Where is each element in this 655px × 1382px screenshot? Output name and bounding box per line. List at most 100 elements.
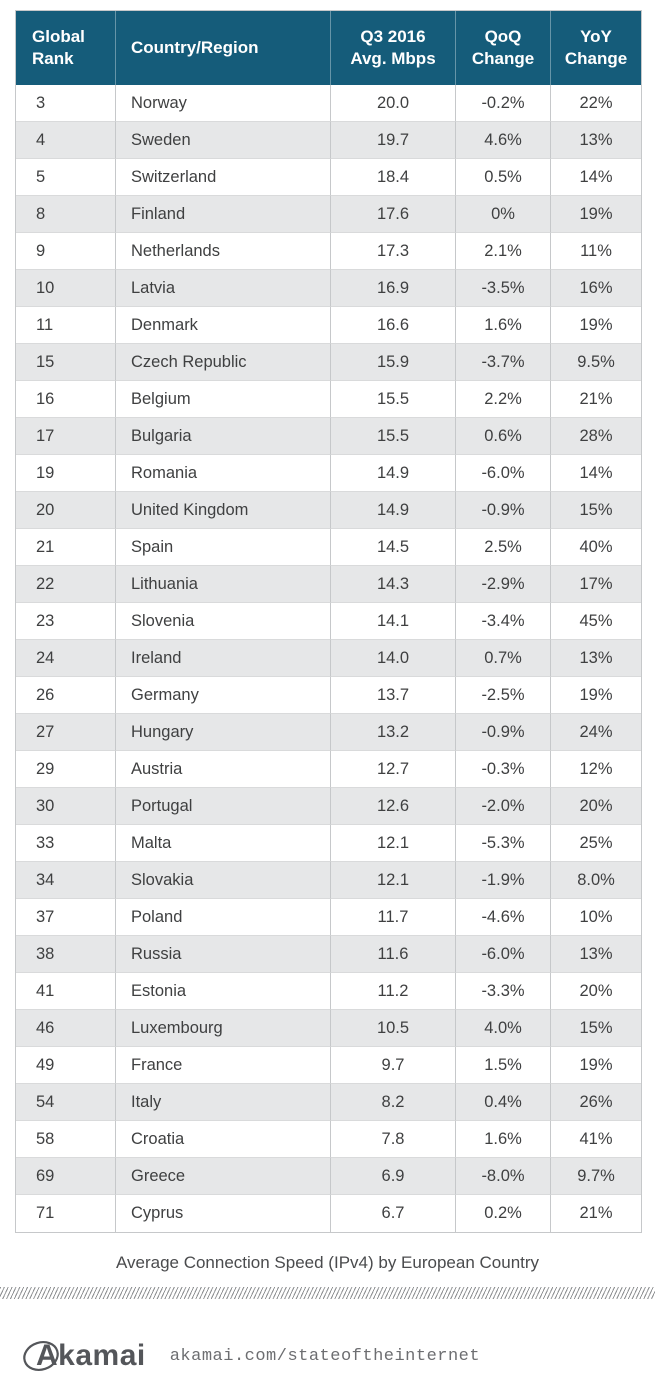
header-qoq-change: QoQ Change <box>456 11 551 85</box>
yoy-cell: 10% <box>551 899 641 936</box>
country-cell: Croatia <box>116 1121 331 1158</box>
country-cell: Romania <box>116 455 331 492</box>
rank-cell: 22 <box>16 566 116 603</box>
country-cell: Greece <box>116 1158 331 1195</box>
rank-cell: 30 <box>16 788 116 825</box>
table-row: 17 Bulgaria 15.5 0.6% 28% <box>16 418 641 455</box>
country-cell: Austria <box>116 751 331 788</box>
yoy-cell: 9.7% <box>551 1158 641 1195</box>
mbps-cell: 8.2 <box>331 1084 456 1121</box>
country-cell: Belgium <box>116 381 331 418</box>
qoq-cell: 0.5% <box>456 159 551 196</box>
country-cell: Norway <box>116 85 331 122</box>
mbps-cell: 14.9 <box>331 492 456 529</box>
country-cell: Finland <box>116 196 331 233</box>
yoy-cell: 45% <box>551 603 641 640</box>
speed-table-container: Global Rank Country/Region Q3 2016 Avg. … <box>15 10 642 1233</box>
mbps-cell: 10.5 <box>331 1010 456 1047</box>
qoq-cell: 0% <box>456 196 551 233</box>
qoq-cell: 0.6% <box>456 418 551 455</box>
qoq-cell: 2.5% <box>456 529 551 566</box>
qoq-cell: -6.0% <box>456 936 551 973</box>
country-cell: Hungary <box>116 714 331 751</box>
rank-cell: 49 <box>16 1047 116 1084</box>
qoq-cell: 2.1% <box>456 233 551 270</box>
qoq-cell: 0.2% <box>456 1195 551 1232</box>
table-row: 34 Slovakia 12.1 -1.9% 8.0% <box>16 862 641 899</box>
rank-cell: 4 <box>16 122 116 159</box>
mbps-cell: 13.2 <box>331 714 456 751</box>
rank-cell: 27 <box>16 714 116 751</box>
table-row: 24 Ireland 14.0 0.7% 13% <box>16 640 641 677</box>
qoq-cell: -3.4% <box>456 603 551 640</box>
rank-cell: 54 <box>16 1084 116 1121</box>
yoy-cell: 15% <box>551 492 641 529</box>
country-cell: Sweden <box>116 122 331 159</box>
country-cell: Bulgaria <box>116 418 331 455</box>
rank-cell: 11 <box>16 307 116 344</box>
table-row: 27 Hungary 13.2 -0.9% 24% <box>16 714 641 751</box>
country-cell: Latvia <box>116 270 331 307</box>
mbps-cell: 20.0 <box>331 85 456 122</box>
header-yoy-change: YoY Change <box>551 11 641 85</box>
rank-cell: 21 <box>16 529 116 566</box>
rank-cell: 29 <box>16 751 116 788</box>
qoq-cell: -3.7% <box>456 344 551 381</box>
mbps-cell: 15.5 <box>331 418 456 455</box>
table-row: 21 Spain 14.5 2.5% 40% <box>16 529 641 566</box>
rank-cell: 33 <box>16 825 116 862</box>
table-row: 33 Malta 12.1 -5.3% 25% <box>16 825 641 862</box>
rank-cell: 17 <box>16 418 116 455</box>
mbps-cell: 11.7 <box>331 899 456 936</box>
mbps-cell: 15.5 <box>331 381 456 418</box>
speed-table: Global Rank Country/Region Q3 2016 Avg. … <box>15 10 642 1233</box>
mbps-cell: 7.8 <box>331 1121 456 1158</box>
yoy-cell: 19% <box>551 1047 641 1084</box>
qoq-cell: -2.9% <box>456 566 551 603</box>
yoy-cell: 13% <box>551 640 641 677</box>
qoq-cell: -6.0% <box>456 455 551 492</box>
country-cell: Denmark <box>116 307 331 344</box>
yoy-cell: 28% <box>551 418 641 455</box>
table-row: 38 Russia 11.6 -6.0% 13% <box>16 936 641 973</box>
table-row: 58 Croatia 7.8 1.6% 41% <box>16 1121 641 1158</box>
qoq-cell: -8.0% <box>456 1158 551 1195</box>
rank-cell: 15 <box>16 344 116 381</box>
table-row: 8 Finland 17.6 0% 19% <box>16 196 641 233</box>
rank-cell: 5 <box>16 159 116 196</box>
qoq-cell: 0.4% <box>456 1084 551 1121</box>
table-row: 19 Romania 14.9 -6.0% 14% <box>16 455 641 492</box>
qoq-cell: -4.6% <box>456 899 551 936</box>
logo-text: Akamai <box>36 1339 146 1372</box>
yoy-cell: 16% <box>551 270 641 307</box>
country-cell: Ireland <box>116 640 331 677</box>
yoy-cell: 9.5% <box>551 344 641 381</box>
mbps-cell: 17.6 <box>331 196 456 233</box>
mbps-cell: 16.9 <box>331 270 456 307</box>
country-cell: United Kingdom <box>116 492 331 529</box>
rank-cell: 10 <box>16 270 116 307</box>
table-row: 30 Portugal 12.6 -2.0% 20% <box>16 788 641 825</box>
rank-cell: 23 <box>16 603 116 640</box>
qoq-cell: -0.3% <box>456 751 551 788</box>
table-row: 49 France 9.7 1.5% 19% <box>16 1047 641 1084</box>
mbps-cell: 6.9 <box>331 1158 456 1195</box>
akamai-logo: Akamai <box>23 1339 146 1373</box>
yoy-cell: 19% <box>551 196 641 233</box>
table-row: 29 Austria 12.7 -0.3% 12% <box>16 751 641 788</box>
header-global-rank: Global Rank <box>16 11 116 85</box>
country-cell: Cyprus <box>116 1195 331 1232</box>
rank-cell: 24 <box>16 640 116 677</box>
table-row: 4 Sweden 19.7 4.6% 13% <box>16 122 641 159</box>
mbps-cell: 14.9 <box>331 455 456 492</box>
header-country-region: Country/Region <box>116 11 331 85</box>
rank-cell: 26 <box>16 677 116 714</box>
table-row: 71 Cyprus 6.7 0.2% 21% <box>16 1195 641 1232</box>
mbps-cell: 12.6 <box>331 788 456 825</box>
table-row: 22 Lithuania 14.3 -2.9% 17% <box>16 566 641 603</box>
yoy-cell: 20% <box>551 973 641 1010</box>
rank-cell: 20 <box>16 492 116 529</box>
yoy-cell: 8.0% <box>551 862 641 899</box>
table-row: 69 Greece 6.9 -8.0% 9.7% <box>16 1158 641 1195</box>
